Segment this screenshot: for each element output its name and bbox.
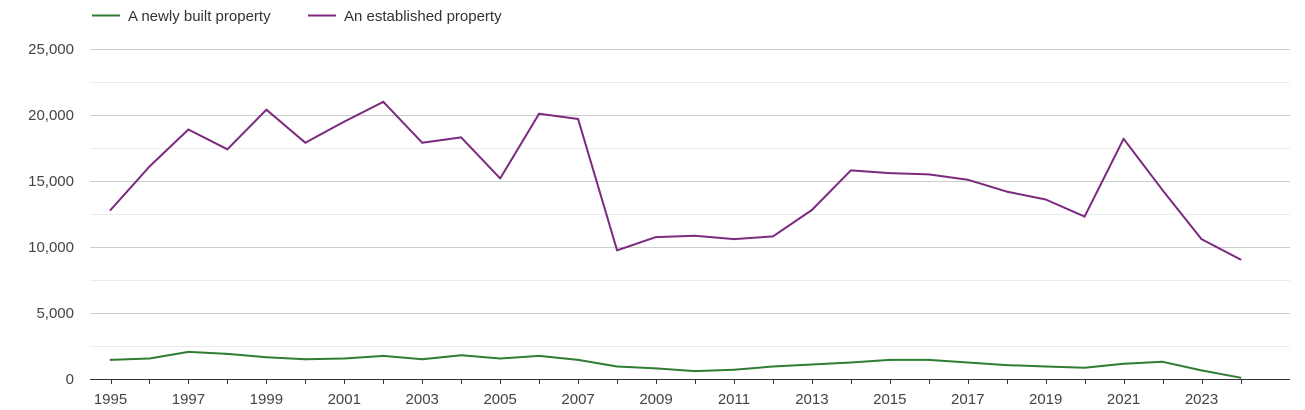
data-point-series-2 [810,209,813,211]
x-tick-label: 2013 [795,391,828,408]
y-tick-label: 25,000 [28,41,74,58]
data-point-series-1 [1122,362,1125,365]
x-tick-label: 1997 [172,391,205,408]
x-tick-label: 2017 [951,391,984,408]
series-line-1 [110,350,1241,379]
data-point-series-2 [382,100,385,103]
data-point-series-1 [343,357,346,360]
x-tick-label: 2001 [328,391,361,408]
data-point-series-1 [304,358,307,361]
data-point-series-1 [616,365,619,368]
data-point-series-2 [577,118,580,120]
x-tick-label: 1995 [94,391,127,408]
chart-gridlines [90,49,1290,347]
data-point-series-1 [694,370,696,373]
x-tick-label: 2003 [406,391,439,408]
data-point-series-1 [1200,369,1203,372]
data-point-series-1 [732,368,735,371]
data-point-series-1 [810,363,813,366]
data-point-series-2 [771,235,774,238]
y-axis: 0 5,000 10,000 15,000 20,000 25,000 [28,41,74,388]
data-point-series-2 [655,236,657,239]
data-point-series-2 [694,234,696,237]
x-tick-label: 2023 [1185,391,1218,408]
x-tick-label: 1999 [250,391,283,408]
data-point-series-1 [1239,376,1242,379]
x-tick-label: 2009 [639,391,672,408]
legend-label-2: An established property [344,8,502,25]
y-tick-label: 0 [66,371,74,388]
data-point-series-1 [499,357,502,360]
chart-series [109,100,1242,379]
data-point-series-1 [966,361,969,364]
data-point-series-1 [382,354,385,357]
data-point-series-2 [460,136,463,139]
data-point-series-1 [226,352,229,355]
data-point-series-2 [1044,198,1047,201]
y-tick-label: 20,000 [28,107,74,124]
data-point-series-1 [849,361,852,364]
data-point-series-2 [1122,137,1125,140]
y-tick-label: 10,000 [28,239,74,256]
data-point-series-2 [1239,258,1242,261]
chart-legend: A newly built property An established pro… [92,8,502,25]
data-point-series-2 [148,165,151,168]
data-point-series-2 [927,173,930,176]
data-point-series-1 [927,358,930,361]
data-point-series-2 [966,178,969,181]
data-point-series-2 [304,141,307,144]
data-point-series-2 [1200,238,1203,241]
data-point-series-2 [499,177,502,180]
data-point-series-1 [421,358,424,361]
data-point-series-2 [109,209,112,211]
data-point-series-2 [1083,215,1086,218]
data-point-series-2 [1161,189,1164,192]
x-tick-label: 2019 [1029,391,1062,408]
x-tick-label: 2011 [718,391,750,408]
data-point-series-1 [655,367,657,370]
data-point-series-1 [1005,364,1008,367]
data-point-series-1 [771,365,774,368]
series-line-2 [109,100,1241,261]
data-point-series-2 [343,120,346,123]
y-tick-label: 15,000 [28,173,74,190]
data-point-series-2 [421,141,424,144]
data-point-series-2 [849,169,852,172]
data-point-series-1 [187,350,190,353]
data-point-series-2 [538,112,541,115]
data-point-series-2 [732,238,735,241]
x-axis: 1995 1997 1999 2001 2003 2005 2007 2009 2011 2013… [90,379,1290,408]
data-point-series-2 [1005,190,1008,193]
data-point-series-1 [1083,366,1086,369]
data-point-series-1 [538,354,541,357]
data-point-series-1 [1161,360,1164,363]
data-point-series-1 [109,358,112,361]
y-tick-label: 5,000 [36,305,74,322]
data-point-series-1 [460,354,463,357]
x-tick-label: 2015 [873,391,906,408]
x-tick-label: 2021 [1107,391,1140,408]
data-point-series-1 [148,357,151,360]
data-point-series-1 [265,356,268,359]
data-point-series-1 [888,358,891,361]
data-point-series-1 [1044,365,1047,368]
data-point-series-2 [265,108,268,111]
data-point-series-1 [577,358,580,361]
legend-label-1: A newly built property [128,8,271,25]
data-point-series-2 [616,249,619,252]
data-point-series-2 [187,128,190,131]
data-point-series-2 [226,148,229,151]
data-point-series-2 [888,172,891,175]
x-tick-label: 2007 [561,391,594,408]
x-tick-label: 2005 [483,391,516,408]
